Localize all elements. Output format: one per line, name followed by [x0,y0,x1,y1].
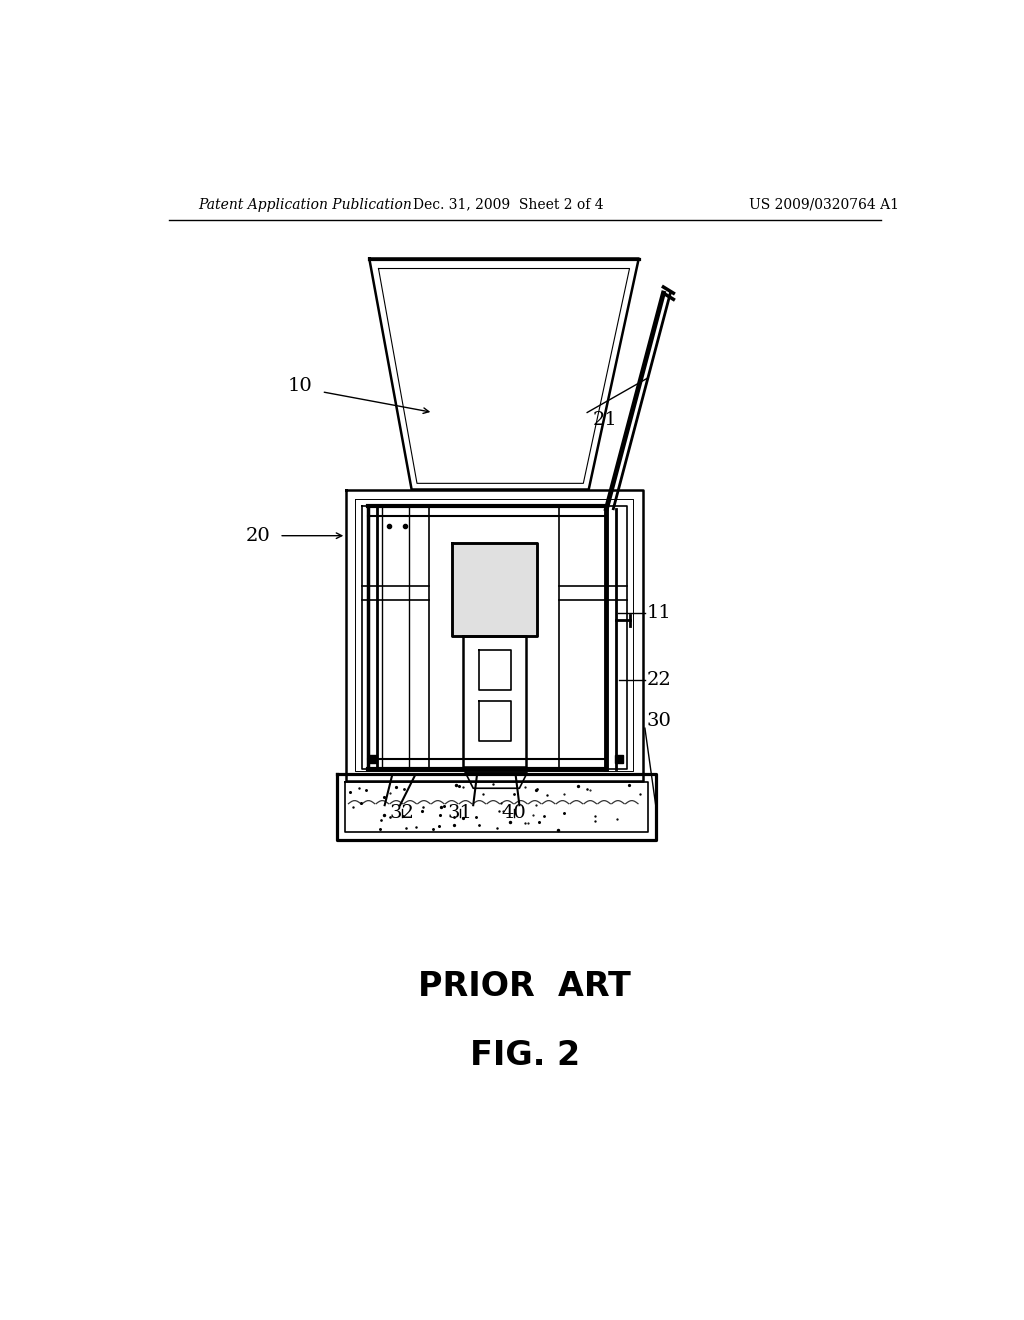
Text: 11: 11 [646,603,671,622]
Text: Patent Application Publication: Patent Application Publication [199,198,412,211]
Text: 20: 20 [245,527,270,545]
Text: 30: 30 [646,711,672,730]
Text: 32: 32 [389,804,414,822]
Text: 10: 10 [288,376,312,395]
Text: FIG. 2: FIG. 2 [470,1039,580,1072]
Text: 21: 21 [593,412,617,429]
Text: 31: 31 [447,804,472,822]
Text: Dec. 31, 2009  Sheet 2 of 4: Dec. 31, 2009 Sheet 2 of 4 [413,198,603,211]
Text: 22: 22 [646,672,671,689]
Text: US 2009/0320764 A1: US 2009/0320764 A1 [749,198,899,211]
Text: 40: 40 [502,804,526,822]
Text: PRIOR  ART: PRIOR ART [419,970,631,1003]
